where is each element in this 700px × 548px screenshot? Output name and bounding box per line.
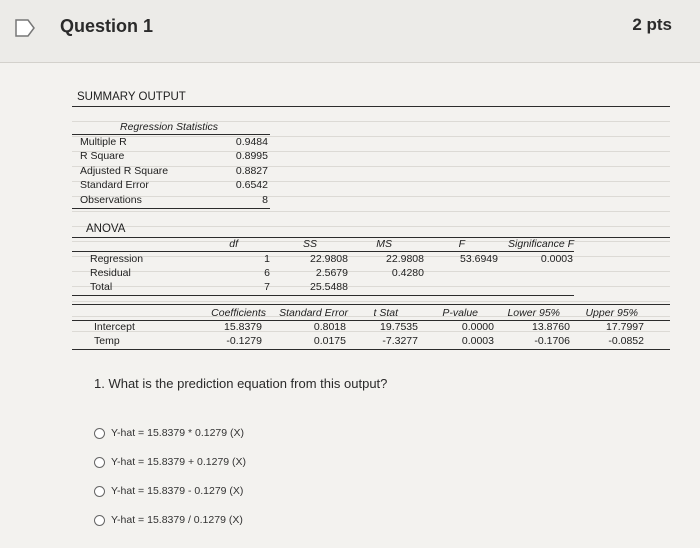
stat-label: R Square	[80, 150, 125, 162]
stat-label: Multiple R	[80, 136, 127, 148]
answer-option-2[interactable]: Y-hat = 15.8379 + 0.1279 (X)	[94, 456, 246, 468]
radio-button[interactable]	[94, 485, 105, 497]
flag-icon[interactable]	[14, 18, 36, 38]
coef-header-upper: Upper 95%	[585, 307, 638, 319]
stat-value: 8	[262, 194, 268, 206]
coef-tstat: -7.3277	[382, 335, 418, 347]
anova-f: 53.6949	[460, 253, 498, 265]
anova-row-label: Total	[90, 281, 113, 293]
stat-value: 0.9484	[235, 136, 268, 148]
coef-row-label: Intercept	[94, 321, 135, 333]
answer-option-label: Y-hat = 15.8379 / 0.1279 (X)	[111, 514, 243, 526]
coef-row-label: Temp	[94, 335, 120, 347]
answer-option-4[interactable]: Y-hat = 15.8379 / 0.1279 (X)	[94, 514, 243, 526]
coef-upper: 17.7997	[606, 321, 644, 333]
coef-pvalue: 0.0000	[461, 321, 494, 333]
answer-option-3[interactable]: Y-hat = 15.8379 - 0.1279 (X)	[94, 485, 243, 497]
coef-value: -0.1279	[226, 335, 262, 347]
coef-header-coefficients: Coefficients	[211, 307, 266, 319]
anova-row-label: Regression	[90, 253, 144, 265]
anova-ms: 22.9808	[386, 253, 424, 265]
question-body	[0, 63, 700, 548]
question-prompt: 1. What is the prediction equation from …	[94, 376, 388, 391]
stat-value: 0.8995	[235, 150, 268, 162]
anova-header-f: F	[458, 238, 465, 250]
radio-button[interactable]	[94, 514, 105, 526]
coef-header-tstat: t Stat	[373, 307, 398, 319]
coef-se: 0.8018	[313, 321, 346, 333]
regression-statistics-title: Regression Statistics	[120, 121, 219, 133]
anova-sig: 0.0003	[540, 253, 573, 265]
stat-value: 0.6542	[235, 179, 268, 191]
points-label: 2 pts	[632, 15, 672, 34]
coef-header-pvalue: P-value	[442, 307, 478, 319]
anova-header-df: df	[229, 238, 238, 250]
coef-header-se: Standard Error	[279, 307, 348, 319]
coef-lower: 13.8760	[532, 321, 570, 333]
summary-output-title: SUMMARY OUTPUT	[77, 91, 186, 103]
coef-lower: -0.1706	[534, 335, 570, 347]
anova-title: ANOVA	[86, 223, 126, 235]
radio-button[interactable]	[94, 456, 105, 468]
anova-ss: 2.5679	[315, 267, 348, 279]
stat-label: Observations	[80, 194, 142, 206]
question-title: Question 1	[60, 16, 154, 36]
anova-ss: 25.5488	[310, 281, 348, 293]
answer-option-label: Y-hat = 15.8379 * 0.1279 (X)	[111, 427, 245, 439]
anova-header-ss: SS	[302, 238, 317, 250]
regression-output-image: SUMMARY OUTPUT Regression Statistics Mul…	[72, 84, 670, 354]
anova-df: 7	[264, 281, 270, 293]
coef-se: 0.0175	[313, 335, 346, 347]
anova-header-ms: MS	[376, 238, 392, 250]
anova-row-label: Residual	[90, 267, 131, 279]
anova-ms: 0.4280	[391, 267, 424, 279]
answer-option-label: Y-hat = 15.8379 + 0.1279 (X)	[111, 456, 247, 468]
stat-label: Adjusted R Square	[80, 165, 169, 177]
question-header: Question 1 2 pts	[0, 0, 700, 63]
coef-value: 15.8379	[224, 321, 262, 333]
radio-button[interactable]	[94, 427, 105, 439]
answer-option-1[interactable]: Y-hat = 15.8379 * 0.1279 (X)	[94, 427, 244, 439]
stat-label: Standard Error	[80, 179, 149, 191]
coef-tstat: 19.7535	[380, 321, 418, 333]
coef-upper: -0.0852	[608, 335, 644, 347]
anova-df: 6	[264, 267, 270, 279]
coef-header-lower: Lower 95%	[507, 307, 560, 319]
coef-pvalue: 0.0003	[461, 335, 494, 347]
stat-value: 0.8827	[235, 165, 268, 177]
answer-option-label: Y-hat = 15.8379 - 0.1279 (X)	[111, 485, 244, 497]
anova-df: 1	[264, 253, 270, 265]
anova-ss: 22.9808	[310, 253, 348, 265]
anova-header-sig: Significance F	[508, 238, 574, 250]
